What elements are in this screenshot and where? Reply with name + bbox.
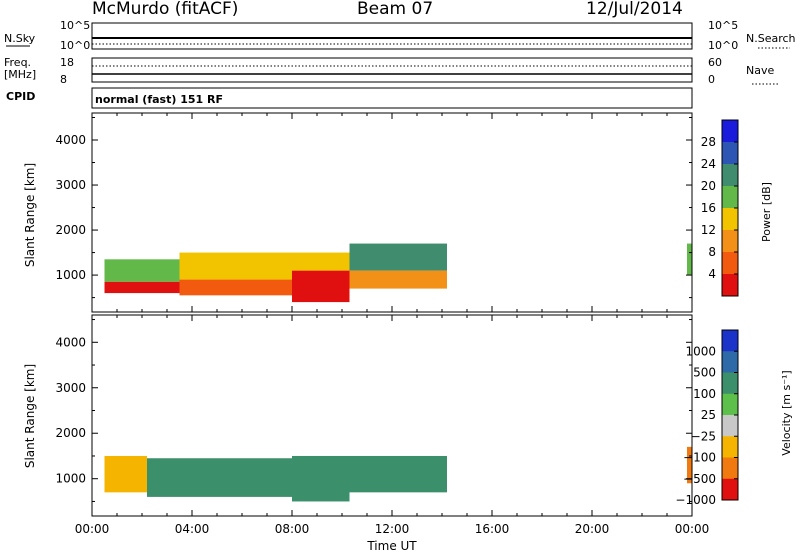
data-region xyxy=(179,252,292,280)
colorbar-tick-label: −100 xyxy=(683,451,716,465)
x-tick-label: 12:00 xyxy=(375,522,410,536)
colorbar-swatch xyxy=(722,415,738,437)
y-tick-label: 3000 xyxy=(55,381,86,395)
colorbar-tick-label: 16 xyxy=(701,201,716,215)
nsearch-tick-top: 10^5 xyxy=(708,19,738,32)
colorbar-tick-label: 12 xyxy=(701,223,716,237)
colorbar-swatch xyxy=(722,478,738,501)
x-tick-label: 20:00 xyxy=(575,522,610,536)
x-tick-label: 04:00 xyxy=(175,522,210,536)
data-region xyxy=(349,243,447,271)
cpid-value: normal (fast) 151 RF xyxy=(95,93,223,106)
x-tick-label: 00:00 xyxy=(675,522,710,536)
colorbar-tick-label: 100 xyxy=(693,387,716,401)
beam-title: Beam 07 xyxy=(357,0,433,19)
x-tick-label: 08:00 xyxy=(275,522,310,536)
freq-plot xyxy=(92,65,692,75)
y-tick-label: 1000 xyxy=(55,268,86,282)
colorbar-swatch xyxy=(722,230,738,253)
x-tick-label: 16:00 xyxy=(475,522,510,536)
y-tick-label: 1000 xyxy=(55,472,86,486)
nave-tick-bottom: 0 xyxy=(708,73,715,86)
colorbar-swatch xyxy=(722,142,738,165)
colorbar-swatch xyxy=(722,252,738,275)
colorbar-tick-label: −500 xyxy=(683,472,716,486)
freq-tick-bottom: 8 xyxy=(60,73,67,86)
power-colorbar-label: Power [dB] xyxy=(760,182,773,242)
power-panel: 1000 2000 3000 4000 xyxy=(55,112,693,313)
freq-strip-frame xyxy=(91,57,693,83)
y-tick-label: 2000 xyxy=(55,223,86,237)
data-region xyxy=(104,281,180,294)
nsky-plot xyxy=(92,37,692,45)
velocity-colorbar: 1000 500 100 25 −25 −100 −500 −1000 xyxy=(675,329,739,507)
colorbar-swatch xyxy=(722,393,738,416)
velocity-colorbar-label: Velocity [m s⁻¹] xyxy=(780,370,793,455)
date-title: 12/Jul/2014 xyxy=(586,0,683,19)
colorbar-swatch xyxy=(722,330,738,352)
colorbar-swatch xyxy=(722,457,738,480)
colorbar-swatch xyxy=(722,120,738,143)
x-axis-label: Time UT xyxy=(366,539,417,553)
data-region xyxy=(147,458,292,497)
data-region xyxy=(349,455,447,493)
data-region xyxy=(349,270,447,289)
colorbar-tick-label: 24 xyxy=(701,157,716,171)
data-region xyxy=(687,446,692,484)
data-region xyxy=(292,455,350,502)
nave-label: Nave xyxy=(746,64,774,77)
station-title: McMurdo (fitACF) xyxy=(92,0,238,19)
colorbar-tick-label: 28 xyxy=(701,135,716,149)
data-region xyxy=(687,243,692,276)
power-ylabel: Slant Range [km] xyxy=(23,163,37,267)
data-region xyxy=(292,270,350,303)
colorbar-swatch xyxy=(722,372,738,395)
cpid-strip-frame xyxy=(91,87,693,109)
colorbar-swatch xyxy=(722,208,738,231)
y-tick-label: 3000 xyxy=(55,178,86,192)
velocity-panel: 1000 2000 3000 4000 00:00 04:00 08:00 12:00 16:0… xyxy=(55,314,710,536)
nsearch-tick-bottom: 10^0 xyxy=(708,39,738,52)
nsky-strip-frame xyxy=(91,22,693,50)
y-tick-label: 4000 xyxy=(55,335,86,349)
nsky-tick-top: 10^5 xyxy=(60,19,90,32)
nsearch-label: N.Search xyxy=(746,32,796,45)
velocity-ylabel: Slant Range [km] xyxy=(23,364,37,468)
power-colorbar: 28 24 20 16 12 8 4 xyxy=(701,119,739,297)
colorbar-swatch xyxy=(722,164,738,187)
data-region xyxy=(104,259,180,282)
colorbar-swatch xyxy=(722,436,738,458)
cpid-label: CPID xyxy=(6,90,35,103)
colorbar-tick-label: −1000 xyxy=(675,493,716,507)
freq-tick-top: 18 xyxy=(60,56,74,69)
colorbar-tick-label: 20 xyxy=(701,179,716,193)
colorbar-tick-label: −25 xyxy=(691,429,716,443)
data-region xyxy=(292,252,350,271)
colorbar-tick-label: 25 xyxy=(701,408,716,422)
data-region xyxy=(179,279,292,296)
colorbar-swatch xyxy=(722,274,738,297)
y-tick-label: 2000 xyxy=(55,426,86,440)
nsky-tick-bottom: 10^0 xyxy=(60,39,90,52)
colorbar-tick-label: 8 xyxy=(708,245,716,259)
colorbar-swatch xyxy=(722,351,738,373)
colorbar-swatch xyxy=(722,186,738,209)
nsky-label: N.Sky xyxy=(4,32,36,45)
y-tick-label: 4000 xyxy=(55,133,86,147)
colorbar-tick-label: 500 xyxy=(693,366,716,380)
data-region xyxy=(104,455,147,493)
freq-label: Freq. xyxy=(4,56,31,69)
freq-unit: [MHz] xyxy=(4,68,36,81)
nave-tick-top: 60 xyxy=(708,56,722,69)
colorbar-tick-label: 4 xyxy=(708,267,716,281)
x-tick-label: 00:00 xyxy=(75,522,110,536)
colorbar-tick-label: 1000 xyxy=(685,344,716,358)
